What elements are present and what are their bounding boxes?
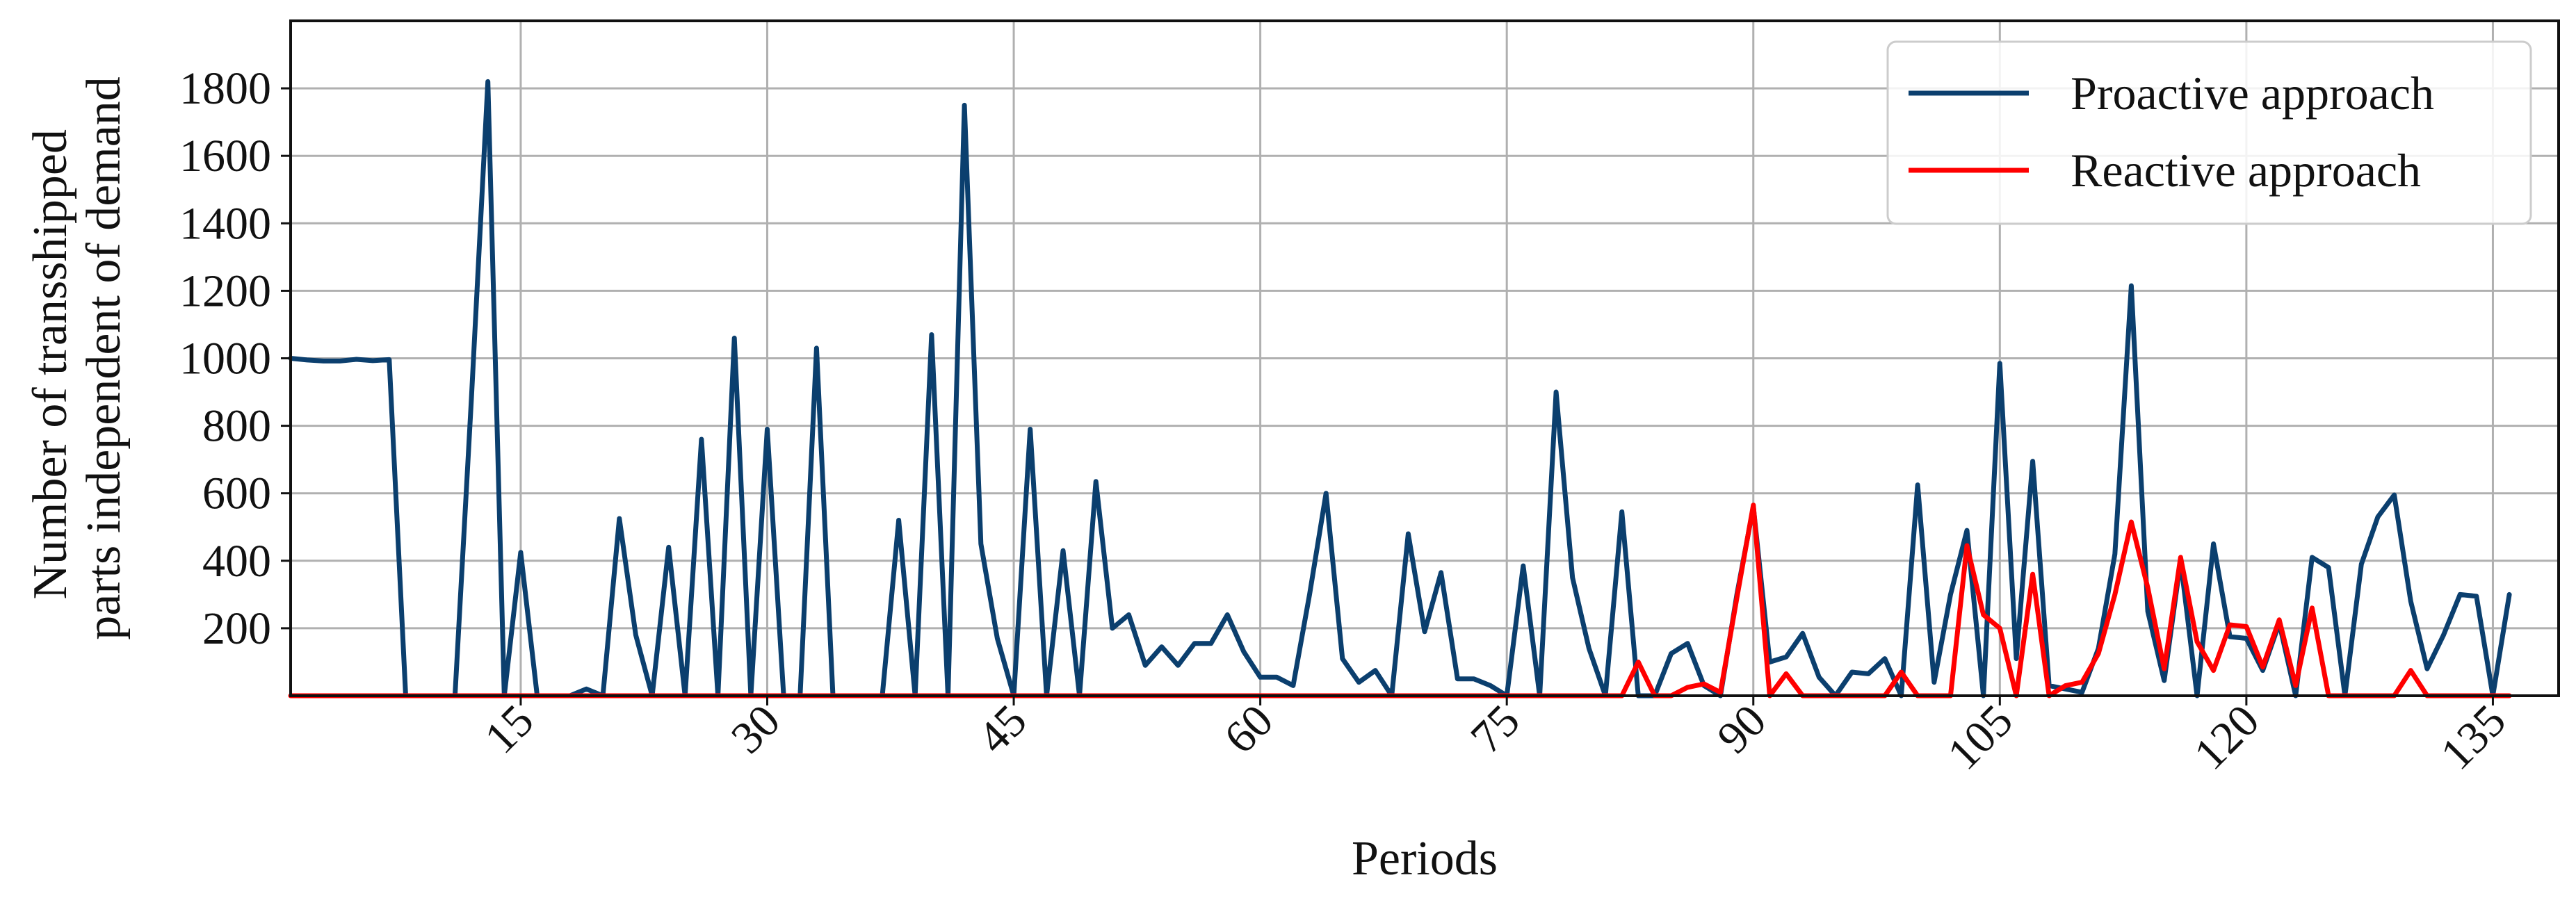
x-tick-label: 15 — [475, 695, 543, 763]
legend: Proactive approach Reactive approach — [1886, 40, 2532, 225]
x-axis-title: Periods — [1352, 832, 1498, 885]
x-tick-label: 90 — [1708, 695, 1776, 763]
legend-box — [1886, 40, 2532, 225]
y-tick-label: 800 — [202, 401, 271, 452]
y-axis-title-line-2: parts independent of demand — [77, 76, 131, 640]
y-axis-title: Number of transshipped parts independent… — [24, 76, 131, 640]
y-axis-title-line-1: Number of transshipped — [24, 129, 77, 600]
x-tick-label: 60 — [1215, 695, 1283, 763]
x-tick-label: 105 — [1938, 695, 2023, 780]
y-tick-label: 1800 — [179, 63, 271, 114]
y-axis-ticks: 200 400 600 800 1000 1200 1400 1600 1800 — [179, 63, 291, 654]
series-line-proactive — [288, 79, 2512, 699]
x-tick-label: 75 — [1461, 695, 1530, 763]
x-tick-label: 135 — [2431, 695, 2516, 780]
x-tick-label: 30 — [722, 695, 790, 763]
legend-label-proactive: Proactive approach — [2071, 67, 2434, 120]
x-tick-label: 120 — [2185, 695, 2269, 780]
legend-label-reactive: Reactive approach — [2071, 144, 2421, 197]
y-tick-label: 200 — [202, 603, 271, 654]
y-tick-label: 400 — [202, 536, 271, 587]
y-tick-label: 1200 — [179, 266, 271, 316]
x-tick-label: 45 — [968, 695, 1036, 763]
y-tick-label: 600 — [202, 468, 271, 519]
y-tick-label: 1400 — [179, 198, 271, 249]
x-axis-ticks: 15 30 45 60 75 90 105 120 135 — [475, 695, 2516, 780]
y-tick-label: 1000 — [179, 334, 271, 384]
y-tick-label: 1600 — [179, 131, 271, 181]
